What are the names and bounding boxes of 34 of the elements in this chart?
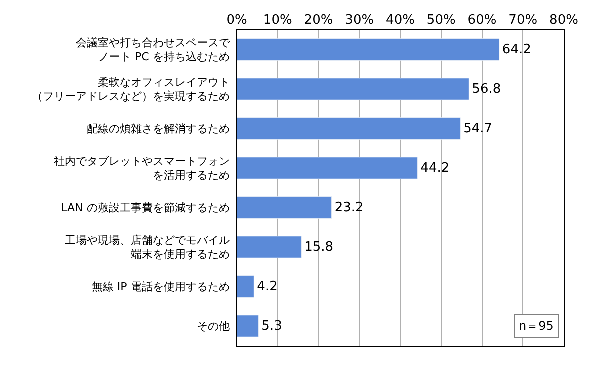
bar	[237, 276, 254, 298]
bar	[237, 38, 500, 61]
y-tick-label: 無線 IP 電話を使用するため	[92, 280, 230, 294]
data-label: 23.2	[334, 200, 364, 216]
annotation: n＝95	[519, 319, 554, 333]
x-tick-label: 10%	[263, 12, 292, 28]
bar	[237, 118, 461, 140]
bar	[237, 157, 418, 180]
bar	[237, 236, 302, 258]
x-tick-label: 60%	[468, 12, 497, 28]
bar	[237, 78, 470, 100]
x-tick-label: 30%	[345, 12, 374, 28]
bar	[237, 196, 332, 219]
data-label: 5.3	[262, 318, 282, 334]
x-tick-label: 70%	[508, 12, 538, 28]
y-tick-label: LAN の敷設工事費を節減するため	[61, 202, 230, 215]
y-tick-label: 工場や現場、店舗などでモバイル端末を使用するため	[64, 234, 230, 262]
x-tick-label: 20%	[304, 12, 334, 28]
data-label: 44.2	[420, 160, 450, 176]
bar	[237, 315, 259, 338]
y-tick-label: その他	[196, 320, 230, 334]
x-tick-label: 0%	[226, 12, 248, 28]
y-tick-label: 社内でタブレットやスマートフォンを活用するため	[54, 154, 230, 182]
x-tick-label: 80%	[550, 12, 578, 28]
data-label: 64.2	[502, 42, 532, 58]
data-label: 56.8	[472, 82, 502, 97]
y-tick-label: 配線の煩雑さを解消するため	[86, 122, 230, 136]
data-label: 4.2	[257, 279, 278, 294]
y-tick-label: 会議室や打ち合わせスペースでノート PC を持ち込むため	[76, 36, 231, 64]
data-label: 15.8	[304, 240, 334, 255]
x-tick-label: 40%	[386, 12, 415, 28]
x-tick-label: 50%	[426, 12, 456, 28]
y-tick-label: 柔軟なオフィスレイアウト（フリーアドレスなど）を実現するため	[32, 76, 230, 104]
data-label: 54.7	[464, 121, 493, 136]
